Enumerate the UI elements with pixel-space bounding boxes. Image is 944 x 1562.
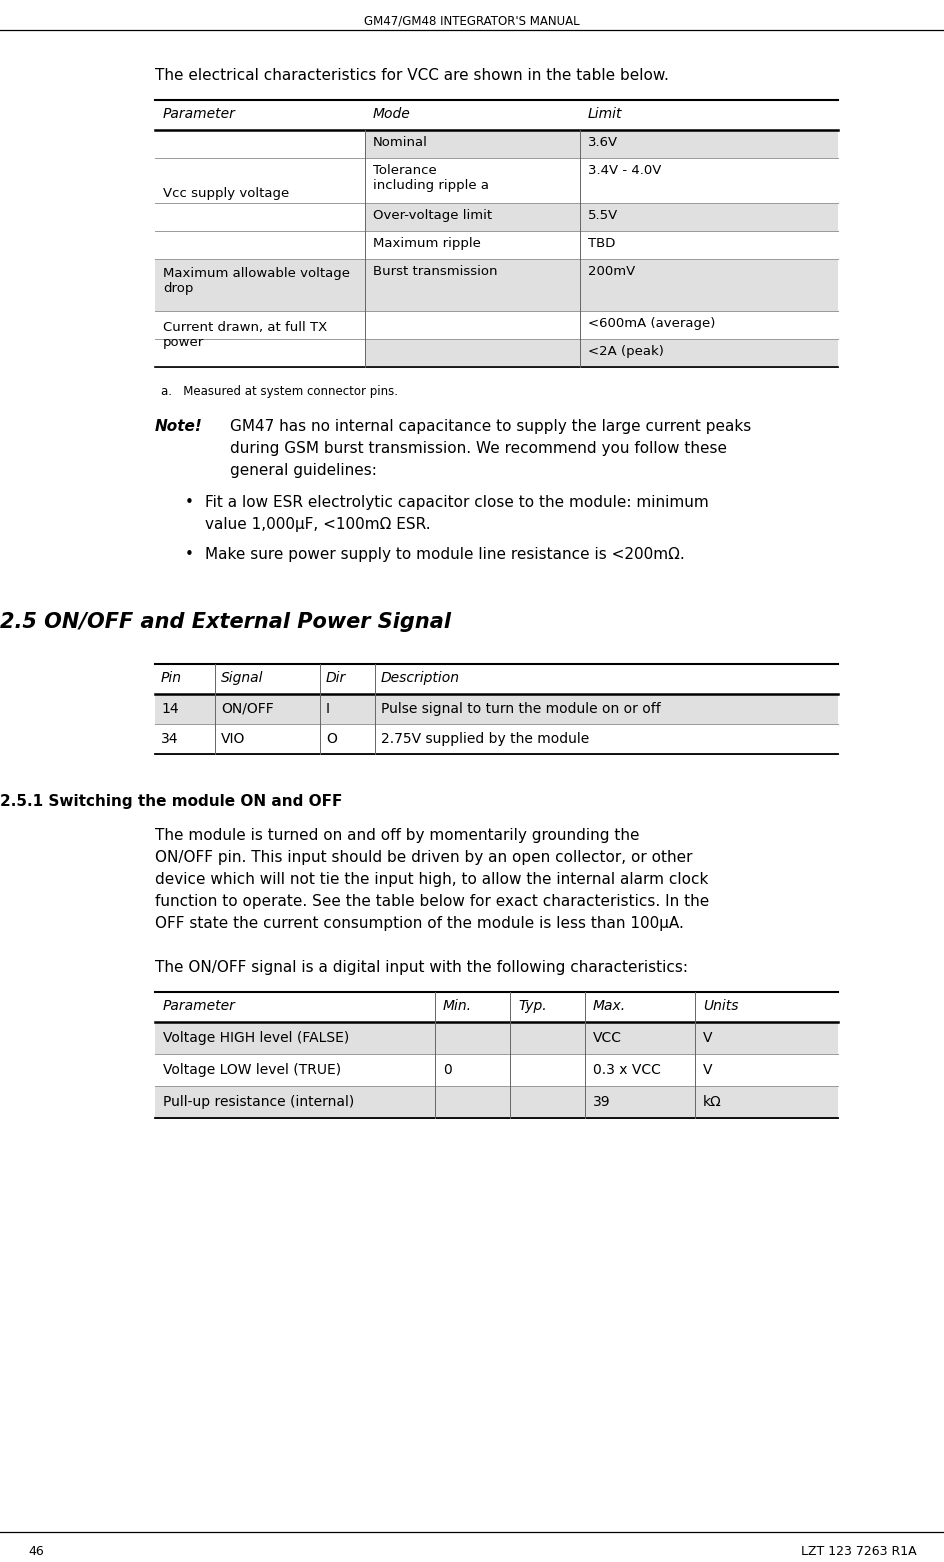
Text: 46: 46 bbox=[28, 1545, 43, 1557]
Text: TBD: TBD bbox=[587, 237, 615, 250]
Text: VCC: VCC bbox=[593, 1031, 621, 1045]
Text: Signal: Signal bbox=[221, 672, 263, 686]
Text: V: V bbox=[702, 1031, 712, 1045]
Bar bbox=[155, 130, 364, 259]
Text: 14: 14 bbox=[160, 701, 178, 715]
Text: Description: Description bbox=[380, 672, 460, 686]
Text: Min.: Min. bbox=[443, 1000, 471, 1014]
Text: V: V bbox=[702, 1064, 712, 1078]
Text: Maximum ripple: Maximum ripple bbox=[373, 237, 480, 250]
Text: 0: 0 bbox=[443, 1064, 451, 1078]
Text: 34: 34 bbox=[160, 733, 178, 747]
Text: Make sure power supply to module line resistance is <200mΩ.: Make sure power supply to module line re… bbox=[205, 547, 684, 562]
Text: Mode: Mode bbox=[373, 108, 411, 120]
Text: ON/OFF pin. This input should be driven by an open collector, or other: ON/OFF pin. This input should be driven … bbox=[155, 850, 692, 865]
Text: Max.: Max. bbox=[593, 1000, 626, 1014]
Text: Units: Units bbox=[702, 1000, 737, 1014]
Text: Parameter: Parameter bbox=[162, 108, 236, 120]
Text: Fit a low ESR electrolytic capacitor close to the module: minimum: Fit a low ESR electrolytic capacitor clo… bbox=[205, 495, 708, 511]
Text: Typ.: Typ. bbox=[517, 1000, 546, 1014]
Text: during GSM burst transmission. We recommend you follow these: during GSM burst transmission. We recomm… bbox=[229, 440, 726, 456]
Bar bbox=[364, 339, 837, 367]
Text: Pulse signal to turn the module on or off: Pulse signal to turn the module on or of… bbox=[380, 701, 660, 715]
Text: Voltage LOW level (TRUE): Voltage LOW level (TRUE) bbox=[162, 1064, 341, 1078]
Text: kΩ: kΩ bbox=[702, 1095, 721, 1109]
Bar bbox=[155, 664, 837, 694]
Text: Limit: Limit bbox=[587, 108, 622, 120]
Bar bbox=[364, 203, 837, 231]
Text: 0.3 x VCC: 0.3 x VCC bbox=[593, 1064, 660, 1078]
Text: general guidelines:: general guidelines: bbox=[229, 462, 377, 478]
Bar bbox=[155, 311, 364, 367]
Text: 39: 39 bbox=[593, 1095, 610, 1109]
Text: Note!: Note! bbox=[155, 419, 203, 434]
Text: The ON/OFF signal is a digital input with the following characteristics:: The ON/OFF signal is a digital input wit… bbox=[155, 961, 687, 975]
Text: GM47/GM48 INTEGRATOR'S MANUAL: GM47/GM48 INTEGRATOR'S MANUAL bbox=[363, 16, 580, 28]
Bar bbox=[155, 100, 837, 130]
Text: 200mV: 200mV bbox=[587, 266, 634, 278]
Text: The module is turned on and off by momentarily grounding the: The module is turned on and off by momen… bbox=[155, 828, 639, 843]
Text: device which will not tie the input high, to allow the internal alarm clock: device which will not tie the input high… bbox=[155, 872, 708, 887]
Text: a.   Measured at system connector pins.: a. Measured at system connector pins. bbox=[160, 384, 397, 398]
Text: Parameter: Parameter bbox=[162, 1000, 236, 1014]
Bar bbox=[364, 130, 837, 158]
Text: OFF state the current consumption of the module is less than 100μA.: OFF state the current consumption of the… bbox=[155, 915, 683, 931]
Text: The electrical characteristics for VCC are shown in the table below.: The electrical characteristics for VCC a… bbox=[155, 69, 668, 83]
Text: Burst transmission: Burst transmission bbox=[373, 266, 497, 278]
Text: ON/OFF: ON/OFF bbox=[221, 701, 274, 715]
Text: 5.5V: 5.5V bbox=[587, 209, 617, 222]
Text: Tolerance
including ripple a: Tolerance including ripple a bbox=[373, 164, 488, 192]
Bar bbox=[155, 694, 837, 725]
Bar bbox=[155, 1022, 837, 1054]
Bar bbox=[155, 259, 364, 311]
Text: VIO: VIO bbox=[221, 733, 245, 747]
Text: LZT 123 7263 R1A: LZT 123 7263 R1A bbox=[801, 1545, 916, 1557]
Text: 2.5 ON/OFF and External Power Signal: 2.5 ON/OFF and External Power Signal bbox=[0, 612, 450, 633]
Text: O: O bbox=[326, 733, 336, 747]
Text: Voltage HIGH level (FALSE): Voltage HIGH level (FALSE) bbox=[162, 1031, 349, 1045]
Bar bbox=[155, 725, 837, 754]
Text: 3.4V - 4.0V: 3.4V - 4.0V bbox=[587, 164, 661, 177]
Text: Over-voltage limit: Over-voltage limit bbox=[373, 209, 492, 222]
Text: Vcc supply voltage: Vcc supply voltage bbox=[162, 187, 289, 200]
Text: 3.6V: 3.6V bbox=[587, 136, 617, 148]
Text: •: • bbox=[185, 547, 194, 562]
Text: Pin: Pin bbox=[160, 672, 182, 686]
Text: •: • bbox=[185, 495, 194, 511]
Text: 2.5.1 Switching the module ON and OFF: 2.5.1 Switching the module ON and OFF bbox=[0, 793, 342, 809]
Text: Maximum allowable voltage
drop: Maximum allowable voltage drop bbox=[162, 267, 349, 295]
Bar bbox=[155, 1054, 837, 1086]
Text: Pull-up resistance (internal): Pull-up resistance (internal) bbox=[162, 1095, 354, 1109]
Text: <600mA (average): <600mA (average) bbox=[587, 317, 715, 330]
Text: value 1,000μF, <100mΩ ESR.: value 1,000μF, <100mΩ ESR. bbox=[205, 517, 430, 533]
Bar bbox=[155, 1086, 837, 1118]
Text: <2A (peak): <2A (peak) bbox=[587, 345, 664, 358]
Text: I: I bbox=[326, 701, 329, 715]
Bar bbox=[155, 992, 837, 1022]
Text: Dir: Dir bbox=[326, 672, 346, 686]
Text: 2.75V supplied by the module: 2.75V supplied by the module bbox=[380, 733, 589, 747]
Text: Current drawn, at full TX
power: Current drawn, at full TX power bbox=[162, 322, 327, 348]
Bar bbox=[364, 259, 837, 311]
Text: function to operate. See the table below for exact characteristics. In the: function to operate. See the table below… bbox=[155, 893, 709, 909]
Text: Nominal: Nominal bbox=[373, 136, 428, 148]
Text: GM47 has no internal capacitance to supply the large current peaks: GM47 has no internal capacitance to supp… bbox=[229, 419, 750, 434]
